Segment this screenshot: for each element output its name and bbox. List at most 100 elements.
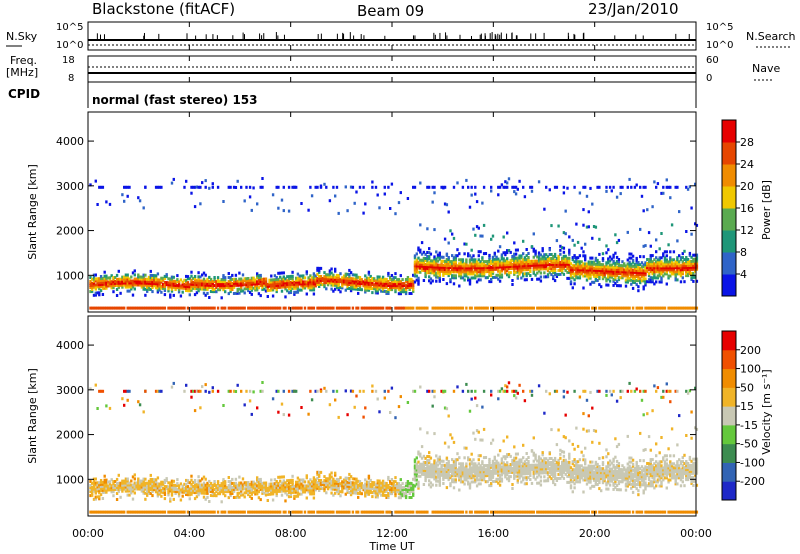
range-cell [264, 281, 268, 285]
range-cell [486, 306, 489, 310]
range-cell [349, 279, 353, 283]
range-cell [378, 306, 381, 310]
range-cell [426, 455, 429, 458]
range-cell [105, 278, 108, 282]
range-cell [303, 280, 307, 284]
range-cell [383, 277, 386, 281]
range-cell [552, 265, 555, 268]
range-cell [404, 488, 408, 492]
range-cell [408, 277, 411, 281]
range-cell [509, 267, 512, 270]
range-cell [234, 477, 238, 481]
power-ylabel: Slant Range [km] [26, 164, 39, 260]
range-cell [273, 482, 277, 486]
range-cell [408, 286, 411, 289]
range-cell [594, 266, 598, 270]
range-cell [286, 487, 289, 491]
range-cell [277, 487, 280, 491]
range-cell [167, 285, 170, 289]
range-cell [339, 290, 342, 294]
range-cell [541, 259, 544, 263]
range-cell [594, 264, 598, 268]
range-cell [126, 493, 129, 497]
range-cell [98, 281, 101, 285]
range-cell [261, 285, 264, 289]
range-cell [108, 276, 112, 280]
range-cell [530, 306, 534, 310]
range-cell [185, 274, 188, 278]
range-cell [635, 260, 638, 264]
range-cell [383, 485, 386, 489]
range-cell [367, 490, 371, 494]
range-cell [685, 256, 688, 259]
range-cell [146, 493, 149, 497]
range-cell [211, 494, 214, 498]
range-cell [454, 274, 457, 278]
range-cell [631, 274, 635, 278]
range-cell [135, 483, 138, 487]
range-cell [96, 281, 99, 285]
range-cell [424, 469, 427, 472]
range-cell [587, 266, 590, 270]
range-cell [371, 306, 374, 310]
range-cell [344, 484, 347, 488]
range-cell [390, 274, 394, 277]
range-cell [362, 280, 365, 284]
range-cell [153, 282, 156, 286]
range-cell [555, 260, 559, 264]
range-cell [238, 487, 241, 491]
range-cell [383, 487, 386, 491]
range-cell [495, 261, 498, 265]
range-cell [314, 482, 317, 486]
range-cell [348, 277, 351, 280]
nave-tick-top: 60 [706, 55, 719, 66]
range-cell [252, 484, 255, 488]
range-cell [413, 270, 417, 274]
range-cell [296, 286, 300, 290]
range-cell [594, 270, 598, 274]
range-cell [266, 490, 269, 494]
range-cell [435, 275, 438, 279]
range-cell [163, 283, 167, 286]
range-cell [607, 265, 610, 269]
range-cell [433, 306, 436, 310]
range-cell [639, 306, 642, 310]
range-cell [225, 486, 229, 490]
range-cell [573, 272, 576, 276]
range-cell [546, 269, 550, 273]
range-cell [529, 185, 532, 189]
range-cell [463, 270, 466, 274]
range-cell [176, 274, 179, 278]
range-cell [98, 185, 101, 189]
range-cell [337, 288, 340, 292]
range-cell [417, 262, 420, 266]
range-cell [202, 281, 206, 285]
range-cell [98, 283, 101, 287]
range-cell [142, 275, 145, 279]
range-cell [153, 486, 156, 490]
range-cell [587, 260, 590, 264]
range-cell [436, 263, 440, 267]
range-cell [334, 471, 337, 475]
range-cell [403, 510, 406, 514]
range-cell [326, 275, 330, 279]
range-cell [550, 224, 553, 228]
range-cell [371, 291, 374, 295]
range-cell [158, 280, 161, 284]
range-cell [188, 289, 191, 293]
range-cell [241, 483, 245, 487]
range-cell [397, 496, 401, 500]
range-cell [660, 306, 663, 310]
range-cell [695, 265, 699, 269]
range-cell [576, 262, 580, 266]
range-cell [557, 258, 560, 262]
range-cell [261, 381, 264, 384]
range-cell [635, 269, 638, 272]
range-cell [500, 253, 504, 257]
range-cell [146, 306, 149, 310]
range-cell [419, 468, 422, 472]
range-cell [628, 252, 631, 256]
range-cell [323, 279, 326, 283]
range-cell [587, 262, 590, 266]
